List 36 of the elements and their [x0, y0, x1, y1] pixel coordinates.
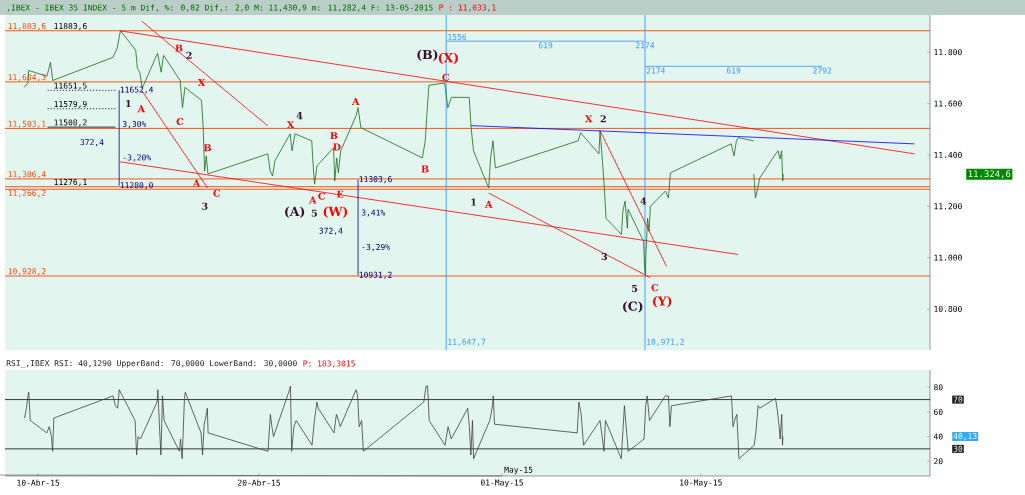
annotation: 4	[296, 112, 303, 120]
annotation: D	[333, 143, 341, 151]
annotation: C	[176, 117, 184, 126]
annotation: B	[421, 165, 429, 173]
annotation: C	[318, 192, 325, 200]
annotation: C	[213, 189, 221, 197]
annotation: A	[351, 98, 360, 105]
annotation: B	[203, 144, 211, 152]
text: 11.324,6	[968, 170, 1011, 179]
annotation: (A)	[285, 206, 305, 218]
annotation: X	[584, 115, 593, 123]
annotation: B	[175, 44, 183, 52]
annotation: 4	[640, 197, 647, 205]
annotation: X	[286, 121, 295, 129]
annotation: X	[197, 79, 206, 86]
annotation: (X)	[438, 52, 458, 65]
annotation: 1	[126, 100, 131, 108]
annotation: A	[484, 200, 493, 208]
annotation: A	[308, 196, 317, 204]
annotation: (C)	[623, 301, 643, 313]
annotation: E	[336, 190, 344, 198]
annotation: 3	[202, 202, 208, 210]
annotation: (Y)	[652, 296, 672, 308]
annotation: (B)	[417, 49, 438, 61]
annotation: 5	[311, 209, 317, 217]
annotation: A	[137, 105, 146, 113]
annotation: 2	[186, 51, 192, 59]
annotation: 3	[601, 252, 608, 261]
annotation: C	[442, 73, 449, 81]
annotation: 5	[632, 285, 638, 293]
annotation: A	[192, 179, 201, 187]
annotation: C	[651, 284, 659, 292]
annotation: 1	[471, 198, 476, 206]
annotation: (W)	[323, 206, 348, 218]
annotation: 2	[600, 115, 606, 123]
annotation: B	[330, 132, 338, 140]
